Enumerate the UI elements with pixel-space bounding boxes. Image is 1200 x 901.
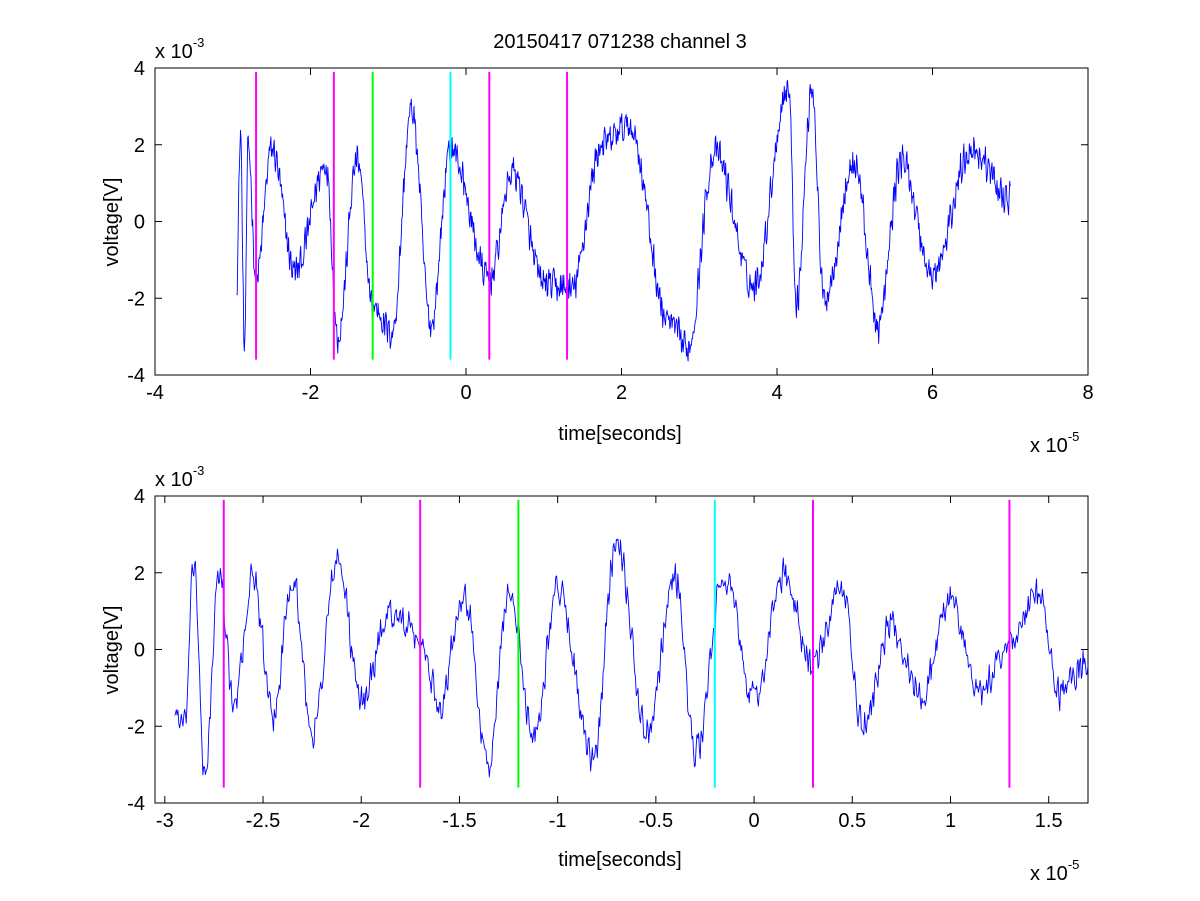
top-plot-y-tick-label: 0 xyxy=(134,212,145,234)
bottom-plot-y-tick-label: -2 xyxy=(127,716,145,738)
top-plot-x-tick-label: 6 xyxy=(927,382,938,404)
top-plot-y-tick-label: 2 xyxy=(134,135,145,157)
top-plot-x-tick-label: 2 xyxy=(616,382,627,404)
bottom-plot-x-tick-label: -2 xyxy=(352,810,370,832)
top-plot-x-exponent-power: -5 xyxy=(1068,429,1080,444)
bottom-plot-markers xyxy=(222,499,1011,788)
bottom-plot-trace xyxy=(174,538,1089,778)
top-plot-trace-line xyxy=(236,80,1011,362)
bottom-plot-x-tick-label: -2.5 xyxy=(246,810,280,832)
bottom-plot-x-exponent-base: x 10 xyxy=(1030,863,1068,885)
top-plot-x-tick-label: 8 xyxy=(1082,382,1093,404)
top-plot-y-tick-label: 4 xyxy=(134,58,145,80)
top-plot-x-tick-label: 4 xyxy=(771,382,782,404)
top-plot-trace xyxy=(236,80,1011,362)
bottom-plot-trace-line xyxy=(174,538,1089,778)
bottom-plot-ylabel: voltage[V] xyxy=(101,606,123,695)
top-plot-y-exponent-power: -3 xyxy=(193,35,205,50)
bottom-plot-y-exponent-power: -3 xyxy=(193,463,205,478)
top-plot-x-tick-label: -2 xyxy=(302,382,320,404)
top-plot-markers xyxy=(255,71,569,360)
bottom-plot-x-exponent: x 10-5 xyxy=(1030,857,1079,885)
bottom-plot-y-exponent: x 10-3 xyxy=(155,463,204,491)
bottom-plot-ticks: -3 -2.5 -2 -1.5 -1 -0.5 0 0.5 1 1.5 -4 -2 0 2 4 xyxy=(127,486,1088,832)
bottom-plot-x-tick-label: -1.5 xyxy=(442,810,476,832)
top-plot-xlabel: time[seconds] xyxy=(558,423,681,445)
bottom-plot-x-tick-label: 1 xyxy=(945,810,956,832)
top-plot-ylabel: voltage[V] xyxy=(101,178,123,267)
bottom-plot-x-tick-label: -0.5 xyxy=(639,810,673,832)
bottom-plot-x-tick-label: -1 xyxy=(549,810,567,832)
bottom-plot-x-tick-label: 1.5 xyxy=(1035,810,1063,832)
bottom-plot-x-tick-label: 0 xyxy=(749,810,760,832)
top-plot-x-exponent: x 10-5 xyxy=(1030,429,1079,457)
bottom-plot-x-tick-label: 0.5 xyxy=(838,810,866,832)
bottom-plot: -3 -2.5 -2 -1.5 -1 -0.5 0 0.5 1 1.5 -4 -2 0 2 4 time[s… xyxy=(101,463,1089,885)
bottom-plot-y-exponent-base: x 10 xyxy=(155,469,193,491)
bottom-plot-y-tick-label: 4 xyxy=(134,486,145,508)
bottom-plot-y-tick-label: 2 xyxy=(134,563,145,585)
figure-title: 20150417 071238 channel 3 xyxy=(493,31,747,53)
bottom-plot-xlabel: time[seconds] xyxy=(558,849,681,871)
top-plot-y-exponent: x 10-3 xyxy=(155,35,204,63)
top-plot-x-tick-label: 0 xyxy=(460,382,471,404)
top-plot-y-exponent-base: x 10 xyxy=(155,41,193,63)
top-plot-x-exponent-base: x 10 xyxy=(1030,435,1068,457)
bottom-plot-x-tick-label: -3 xyxy=(156,810,174,832)
top-plot-y-tick-label: -4 xyxy=(127,365,145,387)
top-plot-x-tick-label: -4 xyxy=(146,382,164,404)
bottom-plot-x-exponent-power: -5 xyxy=(1068,857,1080,872)
top-plot: -4 -2 0 2 4 6 8 -4 -2 0 2 4 time[seconds] voltage[V… xyxy=(101,35,1094,457)
bottom-plot-y-tick-label: 0 xyxy=(134,640,145,662)
bottom-plot-y-tick-label: -4 xyxy=(127,793,145,815)
top-plot-ticks: -4 -2 0 2 4 6 8 -4 -2 0 2 4 xyxy=(127,58,1093,404)
bottom-plot-axes-box xyxy=(154,495,1089,804)
top-plot-y-tick-label: -2 xyxy=(127,288,145,310)
